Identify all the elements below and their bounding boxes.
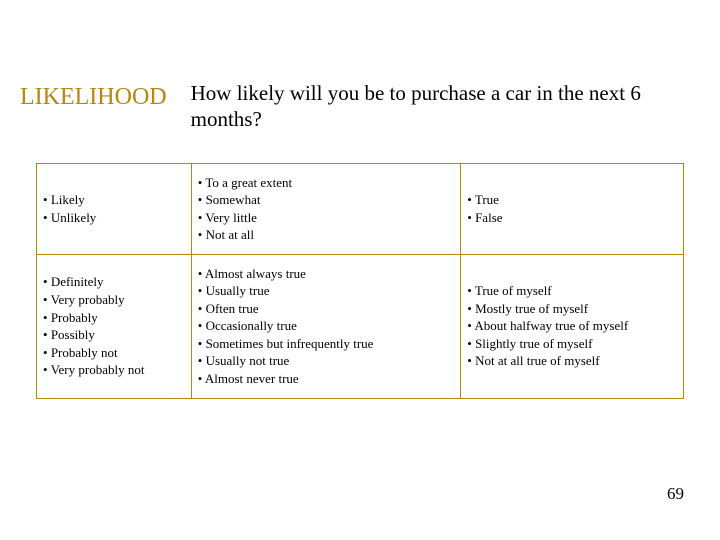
- bullet-item: To a great extent: [198, 174, 455, 192]
- bullet-item: Not at all true of myself: [467, 352, 677, 370]
- bullet-item: Very little: [198, 209, 455, 227]
- bullet-list: Likely Unlikely: [43, 191, 185, 226]
- bullet-item: False: [467, 209, 677, 227]
- table-row: Definitely Very probably Probably Possib…: [37, 254, 684, 398]
- bullet-list: True of myself Mostly true of myself Abo…: [467, 282, 677, 370]
- bullet-item: Mostly true of myself: [467, 300, 677, 318]
- bullet-item: Likely: [43, 191, 185, 209]
- bullet-item: Usually true: [198, 282, 455, 300]
- table-row: Likely Unlikely To a great extent Somewh…: [37, 163, 684, 254]
- bullet-item: About halfway true of myself: [467, 317, 677, 335]
- bullet-item: Probably: [43, 309, 185, 327]
- bullet-item: Probably not: [43, 344, 185, 362]
- header: LIKELIHOOD How likely will you be to pur…: [0, 0, 720, 133]
- bullet-item: Very probably not: [43, 361, 185, 379]
- bullet-list: Almost always true Usually true Often tr…: [198, 265, 455, 388]
- table-cell: True of myself Mostly true of myself Abo…: [461, 254, 684, 398]
- bullet-item: Occasionally true: [198, 317, 455, 335]
- page-number: 69: [667, 484, 684, 504]
- bullet-item: Definitely: [43, 273, 185, 291]
- bullet-list: True False: [467, 191, 677, 226]
- slide-heading: LIKELIHOOD: [20, 80, 167, 111]
- bullet-item: Usually not true: [198, 352, 455, 370]
- slide-question: How likely will you be to purchase a car…: [191, 80, 671, 133]
- bullet-item: True of myself: [467, 282, 677, 300]
- bullet-item: Sometimes but infrequently true: [198, 335, 455, 353]
- bullet-item: Somewhat: [198, 191, 455, 209]
- table-cell: To a great extent Somewhat Very little N…: [191, 163, 461, 254]
- bullet-item: Often true: [198, 300, 455, 318]
- bullet-item: Possibly: [43, 326, 185, 344]
- bullet-list: Definitely Very probably Probably Possib…: [43, 273, 185, 378]
- bullet-list: To a great extent Somewhat Very little N…: [198, 174, 455, 244]
- table-cell: Likely Unlikely: [37, 163, 192, 254]
- bullet-item: Very probably: [43, 291, 185, 309]
- table-cell: Definitely Very probably Probably Possib…: [37, 254, 192, 398]
- table-cell: Almost always true Usually true Often tr…: [191, 254, 461, 398]
- bullet-item: Unlikely: [43, 209, 185, 227]
- bullet-item: Almost never true: [198, 370, 455, 388]
- bullet-item: True: [467, 191, 677, 209]
- table-cell: True False: [461, 163, 684, 254]
- bullet-item: Slightly true of myself: [467, 335, 677, 353]
- scale-table: Likely Unlikely To a great extent Somewh…: [36, 163, 684, 399]
- bullet-item: Not at all: [198, 226, 455, 244]
- bullet-item: Almost always true: [198, 265, 455, 283]
